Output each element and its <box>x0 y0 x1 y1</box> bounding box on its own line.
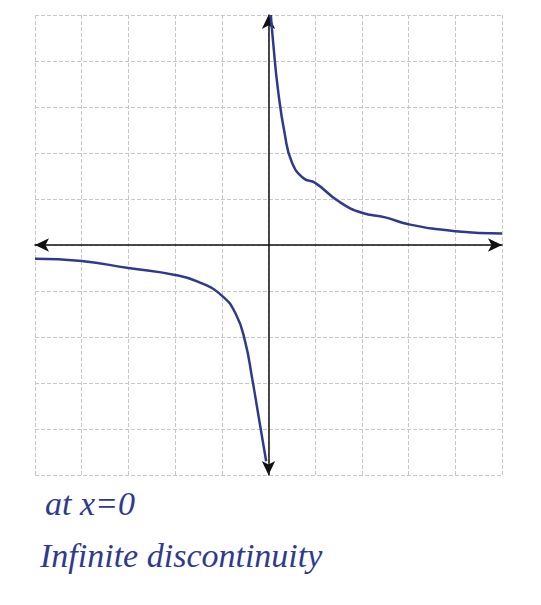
svg-text:Infinite discontinuity: Infinite discontinuity <box>39 537 323 574</box>
svg-text:at x=0: at x=0 <box>45 485 135 522</box>
